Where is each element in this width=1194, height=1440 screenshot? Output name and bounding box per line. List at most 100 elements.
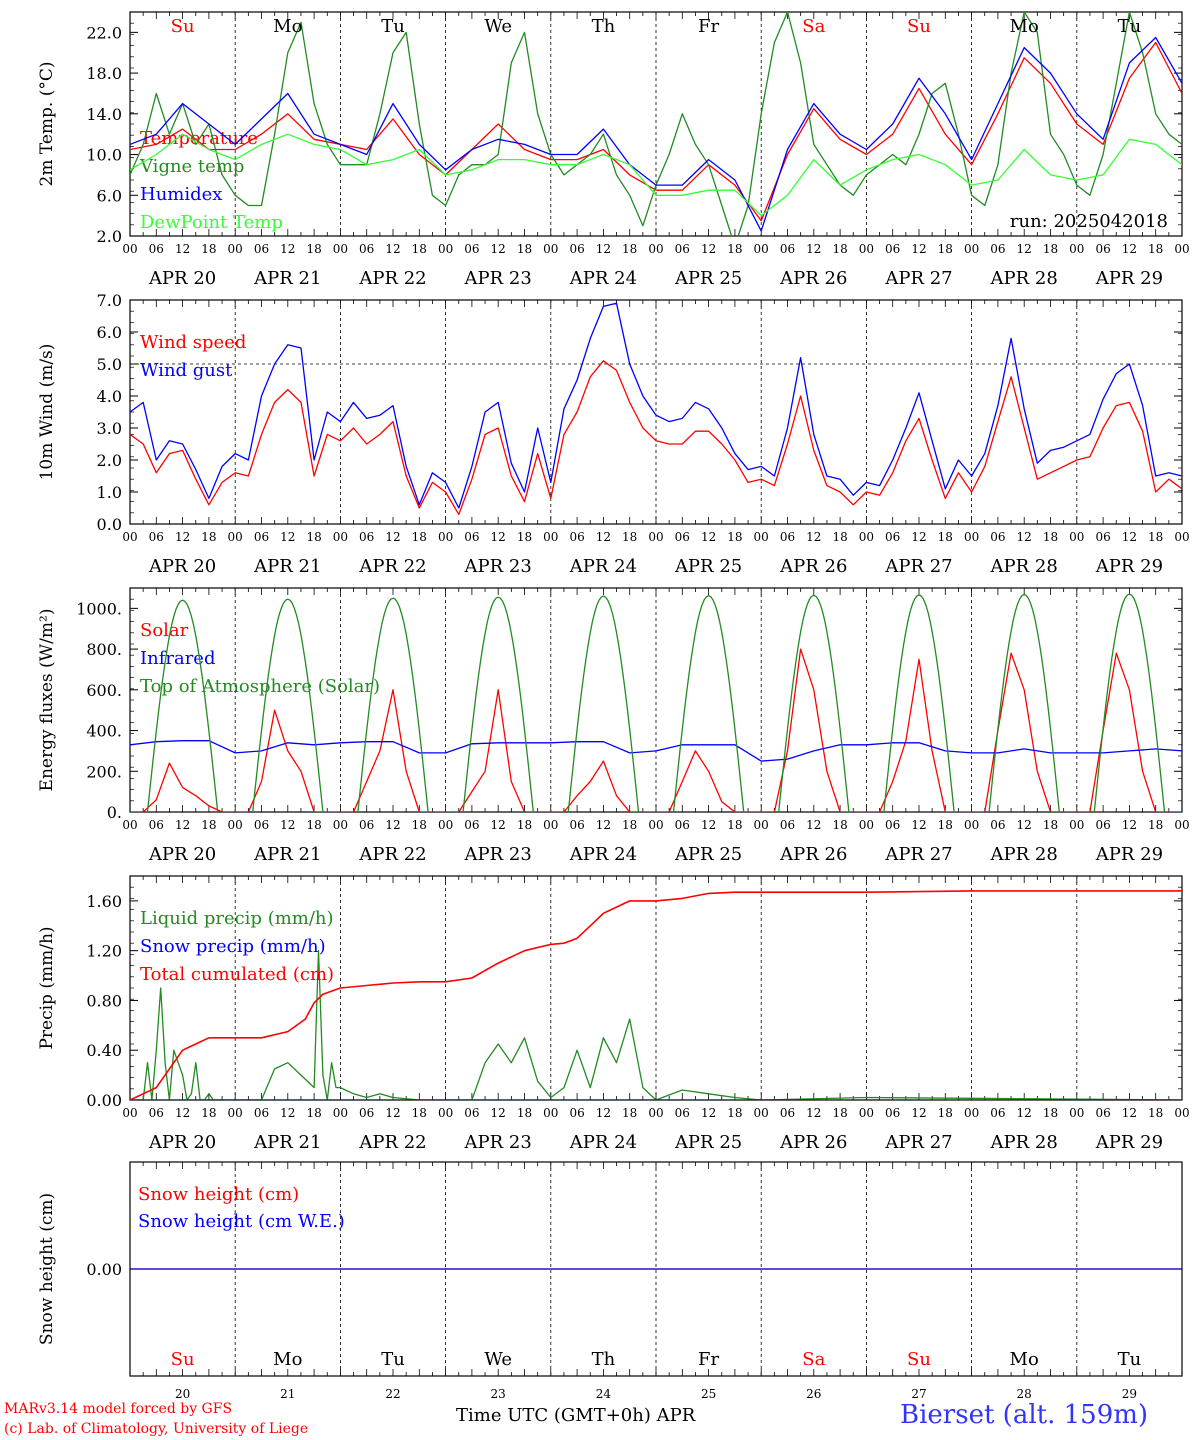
hour-tick-label: 18	[1043, 530, 1058, 544]
weekday-label-top: Mo	[273, 16, 302, 37]
hour-tick-label: 00	[648, 818, 663, 832]
hour-tick-label: 12	[1122, 818, 1137, 832]
hour-tick-label: 12	[1122, 1106, 1137, 1120]
hour-tick-label: 06	[359, 818, 374, 832]
hour-tick-label: 18	[832, 1106, 847, 1120]
hour-tick-label: 12	[596, 530, 611, 544]
y-axis-title: Snow height (cm)	[37, 1193, 57, 1345]
day-number-label: 24	[596, 1387, 612, 1401]
hour-tick-label: 18	[1043, 242, 1058, 256]
hour-tick-label: 06	[149, 818, 164, 832]
legend-entry: DewPoint Temp	[140, 212, 283, 233]
hour-tick-label: 06	[254, 242, 269, 256]
hour-tick-label: 12	[596, 242, 611, 256]
y-tick-label: 1.60	[86, 892, 122, 911]
day-number-label: 23	[491, 1387, 506, 1401]
hour-tick-label: 12	[1122, 530, 1137, 544]
hour-tick-label: 18	[727, 530, 742, 544]
hour-tick-label: 12	[911, 1106, 926, 1120]
series-line-solar	[130, 648, 1182, 812]
legend-entry: Liquid precip (mm/h)	[140, 908, 334, 929]
hour-tick-label: 12	[280, 242, 295, 256]
legend-entry: Wind gust	[140, 360, 233, 381]
legend-entry: Top of Atmosphere (Solar)	[140, 676, 380, 697]
hour-tick-label: 06	[1095, 818, 1110, 832]
date-label: APR 24	[569, 1132, 637, 1153]
legend-entry: Snow precip (mm/h)	[140, 936, 326, 957]
hour-tick-label: 06	[780, 530, 795, 544]
date-label: APR 20	[148, 1132, 216, 1153]
weekday-label-bottom: Tu	[381, 1349, 405, 1370]
legend-entry: Total cumulated (cm)	[140, 964, 334, 985]
weekday-label-top: Sa	[802, 16, 825, 37]
date-label: APR 21	[253, 556, 321, 577]
hour-tick-label: 00	[438, 530, 453, 544]
day-number-label: 28	[1017, 1387, 1032, 1401]
hour-tick-label: 12	[911, 818, 926, 832]
hour-tick-label: 12	[491, 1106, 506, 1120]
hour-tick-label: 00	[859, 818, 874, 832]
date-label: APR 26	[779, 1132, 847, 1153]
series-line-wind-gust	[130, 302, 1182, 509]
weekday-label-top: Th	[592, 16, 616, 37]
hour-tick-label: 06	[359, 1106, 374, 1120]
hour-tick-label: 18	[1148, 818, 1163, 832]
hour-tick-label: 06	[780, 242, 795, 256]
hour-tick-label: 18	[412, 1106, 427, 1120]
hour-tick-label: 00	[754, 242, 769, 256]
hour-tick-label: 00	[1174, 530, 1189, 544]
hour-tick-label: 12	[596, 818, 611, 832]
hour-tick-label: 06	[675, 1106, 690, 1120]
weekday-label-bottom: We	[484, 1349, 512, 1370]
date-label: APR 27	[884, 556, 952, 577]
hour-tick-label: 06	[149, 1106, 164, 1120]
hour-tick-label: 00	[1174, 242, 1189, 256]
hour-tick-label: 06	[569, 242, 584, 256]
hour-tick-label: 12	[385, 242, 400, 256]
hour-tick-label: 06	[464, 242, 479, 256]
weekday-label-bottom: Th	[592, 1349, 616, 1370]
day-number-label: 21	[280, 1387, 295, 1401]
hour-tick-label: 12	[701, 818, 716, 832]
y-tick-label: 2.0	[97, 451, 122, 470]
y-tick-label: 3.0	[97, 419, 122, 438]
hour-tick-label: 06	[569, 818, 584, 832]
legend-entry: Infrared	[140, 648, 215, 669]
hour-tick-label: 06	[569, 1106, 584, 1120]
hour-tick-label: 06	[780, 1106, 795, 1120]
date-label: APR 25	[674, 1132, 742, 1153]
hour-tick-label: 12	[175, 242, 190, 256]
day-number-label: 22	[385, 1387, 400, 1401]
hour-tick-label: 00	[333, 530, 348, 544]
hour-tick-label: 18	[306, 818, 321, 832]
hour-tick-label: 06	[780, 818, 795, 832]
date-label: APR 26	[779, 844, 847, 865]
hour-tick-label: 12	[175, 818, 190, 832]
hour-tick-label: 06	[1095, 242, 1110, 256]
hour-tick-label: 12	[175, 1106, 190, 1120]
hour-tick-label: 00	[648, 242, 663, 256]
date-label: APR 29	[1095, 844, 1163, 865]
hour-tick-label: 00	[543, 1106, 558, 1120]
hour-tick-label: 00	[859, 530, 874, 544]
hour-tick-label: 00	[754, 818, 769, 832]
hour-tick-label: 06	[254, 1106, 269, 1120]
hour-tick-label: 00	[1069, 818, 1084, 832]
hour-tick-label: 18	[306, 1106, 321, 1120]
y-tick-label: 22.0	[86, 23, 122, 42]
hour-tick-label: 18	[412, 818, 427, 832]
series-line-top-of-atmosphere-solar-	[146, 593, 1166, 812]
hour-tick-label: 06	[990, 1106, 1005, 1120]
y-tick-label: 1.20	[86, 942, 122, 961]
date-label: APR 23	[464, 268, 532, 289]
date-label: APR 27	[884, 268, 952, 289]
date-label: APR 24	[569, 556, 637, 577]
plot-frame	[129, 299, 1183, 525]
hour-tick-label: 12	[1017, 818, 1032, 832]
legend-entry: Snow height (cm)	[138, 1184, 299, 1205]
hour-tick-label: 00	[122, 818, 137, 832]
hour-tick-label: 18	[938, 242, 953, 256]
hour-tick-label: 18	[1148, 530, 1163, 544]
hour-tick-label: 00	[438, 1106, 453, 1120]
date-label: APR 28	[990, 556, 1058, 577]
